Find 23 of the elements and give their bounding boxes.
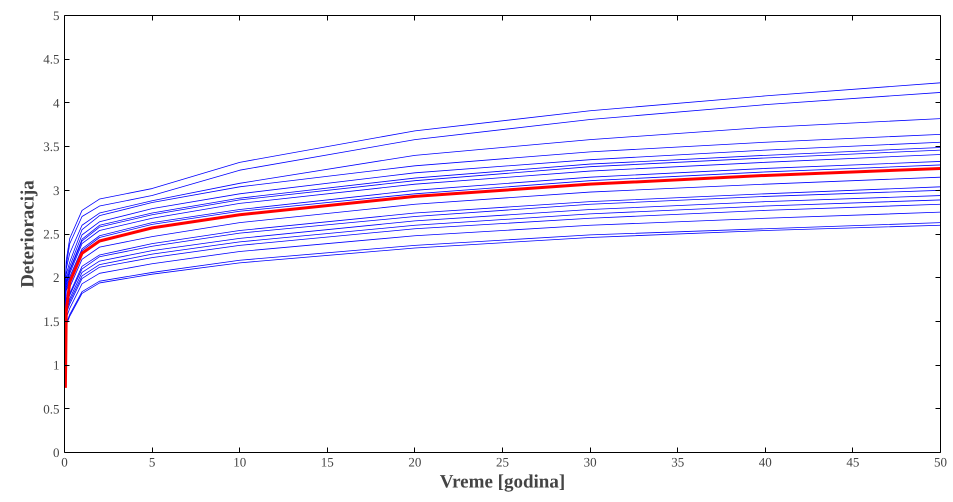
- x-tick-label: 15: [320, 454, 334, 470]
- x-tick-label: 50: [934, 454, 947, 470]
- y-tick-label: 0.5: [43, 401, 60, 416]
- x-tick-label: 25: [496, 454, 509, 470]
- x-tick-label: 10: [233, 454, 246, 470]
- y-tick-label: 4: [53, 95, 60, 110]
- y-tick-label: 1.5: [43, 314, 60, 329]
- y-tick-label: 3.5: [43, 139, 60, 154]
- y-tick-label: 5: [53, 8, 60, 23]
- y-tick-label: 2.5: [43, 226, 60, 242]
- x-tick-label: 20: [408, 454, 422, 470]
- x-tick-label: 30: [584, 454, 597, 470]
- y-tick-label: 4.5: [43, 52, 60, 67]
- y-tick-label: 2: [53, 270, 60, 286]
- x-axis-title: Vreme [godina]: [440, 472, 566, 492]
- x-tick-label: 5: [148, 454, 156, 470]
- x-tick-label: 45: [846, 454, 860, 470]
- y-tick-label: 0: [53, 445, 60, 460]
- y-tick-label: 1: [53, 358, 60, 373]
- y-tick-label: 3: [53, 182, 60, 198]
- x-tick-label: 35: [671, 454, 684, 470]
- y-axis-title: Deterioracija: [17, 180, 38, 288]
- x-tick-label: 40: [758, 454, 772, 470]
